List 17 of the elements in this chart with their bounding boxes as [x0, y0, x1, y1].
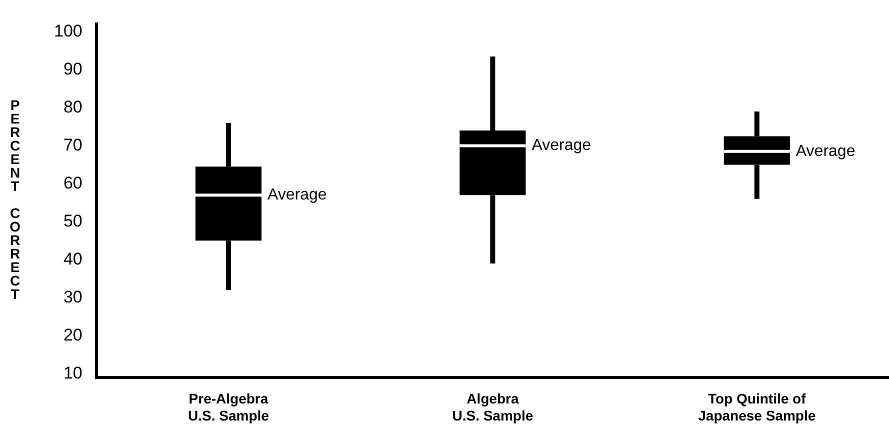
- y-tick-label: 10: [63, 363, 82, 382]
- y-tick-label: 80: [63, 97, 82, 116]
- y-tick-label: 50: [63, 211, 82, 230]
- y-tick-label: 90: [63, 59, 82, 78]
- x-tick-label: Pre-Algebra U.S. Sample: [188, 390, 270, 424]
- text: PERCENT CORRECT: [10, 97, 20, 302]
- y-tick-label: 40: [63, 249, 82, 268]
- y-tick-label: 100: [54, 21, 82, 40]
- annotation: Average: [796, 142, 856, 160]
- y-tick-label: 20: [63, 325, 82, 344]
- x-tick-label: Algebra U.S. Sample: [452, 390, 534, 424]
- y-tick-label: 60: [63, 173, 82, 192]
- x-tick-label: Top Quintile of Japanese Sample: [698, 390, 816, 424]
- annotation: Average: [267, 186, 327, 204]
- y-tick-label: 30: [63, 287, 82, 306]
- annotation: Average: [532, 137, 592, 154]
- y-tick-label: 70: [63, 135, 82, 154]
